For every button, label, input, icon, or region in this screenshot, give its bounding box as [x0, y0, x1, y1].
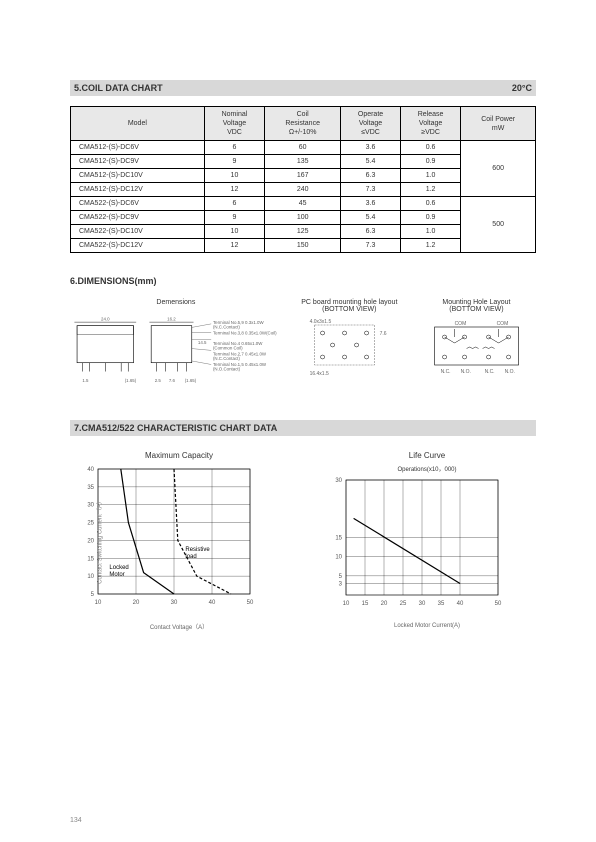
life-curve-chart: Life Curve Operations(x10，000) 351015301…: [318, 451, 536, 631]
svg-text:Terminal No.3,8 0.35x1.0W(Coil: Terminal No.3,8 0.35x1.0W(Coil): [213, 331, 277, 336]
section7-header: 7.CMA512/522 CHARACTERISTIC CHART DATA: [70, 420, 536, 436]
coil-header: Release Voltage ≥VDC: [400, 107, 460, 141]
chart1-xlabel: Contact Voltage（A）: [70, 622, 288, 631]
svg-text:14.5: 14.5: [198, 340, 207, 345]
section6-title: 6.DIMENSIONS(mm): [70, 273, 536, 289]
chart1-title: Maximum Capacity: [70, 451, 288, 460]
svg-text:35: 35: [438, 601, 445, 607]
svg-text:(1.65): (1.65): [125, 378, 137, 383]
svg-text:40: 40: [209, 600, 216, 606]
section5-header: 5.COIL DATA CHART 20°C: [70, 80, 536, 96]
svg-text:(N.C.Contact): (N.C.Contact): [213, 356, 240, 361]
section5-temp: 20°C: [512, 83, 532, 93]
svg-text:N.O.: N.O.: [504, 369, 514, 375]
svg-text:16.2: 16.2: [167, 317, 176, 322]
pcb-drawing: 4.0x3x1.5 7.6 16.4x1.5: [290, 315, 409, 385]
svg-text:5: 5: [339, 574, 343, 580]
coil-table: ModelNominal Voltage VDCCoil Resistance …: [70, 106, 536, 253]
coil-row: CMA512-(S)-DC6V6603.60.6600: [71, 141, 536, 155]
svg-text:50: 50: [247, 600, 254, 606]
chart2-svg: 351015301015202530354050: [318, 475, 508, 615]
svg-text:25: 25: [400, 601, 407, 607]
coil-header: Coil Power mW: [461, 107, 536, 141]
chart2-sub: Operations(x10，000): [318, 464, 536, 473]
chart1-ylabel: Contact Switching Current（A）: [94, 498, 103, 584]
svg-text:Motor: Motor: [109, 572, 124, 578]
dimension-drawing: 24.0 1.5 (1.65) 16.2 14.5: [70, 308, 282, 398]
charts-block: Maximum Capacity Contact Switching Curre…: [70, 451, 536, 631]
svg-text:(N.C.Contact): (N.C.Contact): [213, 325, 240, 330]
svg-text:2.5: 2.5: [155, 378, 162, 383]
svg-text:35: 35: [87, 485, 94, 491]
max-capacity-chart: Maximum Capacity Contact Switching Curre…: [70, 451, 288, 631]
svg-text:(1.65): (1.65): [185, 378, 197, 383]
svg-text:10: 10: [343, 601, 350, 607]
mount-title: Mounting Hole Layout (BOTTOM VIEW): [417, 299, 536, 313]
svg-text:4.0x3x1.5: 4.0x3x1.5: [309, 319, 331, 325]
chart2-xlabel: Locked Motor Current(A): [318, 623, 536, 629]
svg-text:15: 15: [335, 536, 342, 542]
coil-header: Nominal Voltage VDC: [204, 107, 264, 141]
svg-text:24.0: 24.0: [101, 317, 110, 322]
coil-header: Model: [71, 107, 205, 141]
dimensions-block: Demensions 24.0 1.5 (1.65) 16.2: [70, 299, 536, 400]
svg-text:7.6: 7.6: [169, 378, 176, 383]
svg-text:COM: COM: [496, 321, 508, 327]
svg-text:7.6: 7.6: [379, 331, 386, 337]
svg-text:40: 40: [457, 601, 464, 607]
svg-text:COM: COM: [454, 321, 466, 327]
coil-header: Coil Resistance Ω+/-10%: [265, 107, 341, 141]
svg-text:1.5: 1.5: [82, 378, 89, 383]
svg-text:Locked: Locked: [109, 565, 128, 571]
section7-title: 7.CMA512/522 CHARACTERISTIC CHART DATA: [74, 423, 277, 433]
svg-text:20: 20: [133, 600, 140, 606]
svg-text:15: 15: [362, 601, 369, 607]
svg-text:50: 50: [495, 601, 502, 607]
svg-text:load: load: [185, 554, 196, 560]
page-number: 134: [70, 817, 82, 824]
svg-text:Resistive: Resistive: [185, 547, 210, 553]
svg-text:16.4x1.5: 16.4x1.5: [309, 371, 328, 377]
svg-text:(N.O.Contact): (N.O.Contact): [213, 367, 241, 372]
pcb-title: PC board mounting hole layout (BOTTOM VI…: [290, 299, 409, 313]
svg-text:N.O.: N.O.: [460, 369, 470, 375]
svg-text:30: 30: [419, 601, 426, 607]
svg-text:10: 10: [335, 555, 342, 561]
chart2-title: Life Curve: [318, 451, 536, 460]
mount-drawing: COM COM N.C. N.O. N.C. N.O.: [417, 315, 536, 385]
svg-text:30: 30: [335, 478, 342, 484]
svg-text:40: 40: [87, 467, 94, 473]
svg-text:3: 3: [339, 582, 343, 588]
svg-text:30: 30: [171, 600, 178, 606]
svg-text:20: 20: [381, 601, 388, 607]
coil-header: Operate Voltage ≤VDC: [341, 107, 401, 141]
svg-text:N.C.: N.C.: [484, 369, 494, 375]
svg-text:10: 10: [95, 600, 102, 606]
section5-title: 5.COIL DATA CHART: [74, 83, 163, 93]
dem-title: Demensions: [70, 299, 282, 306]
svg-text:5: 5: [91, 592, 95, 598]
svg-text:(Common Coil): (Common Coil): [213, 346, 243, 351]
svg-text:N.C.: N.C.: [440, 369, 450, 375]
coil-row: CMA522-(S)-DC6V6453.60.6500: [71, 197, 536, 211]
